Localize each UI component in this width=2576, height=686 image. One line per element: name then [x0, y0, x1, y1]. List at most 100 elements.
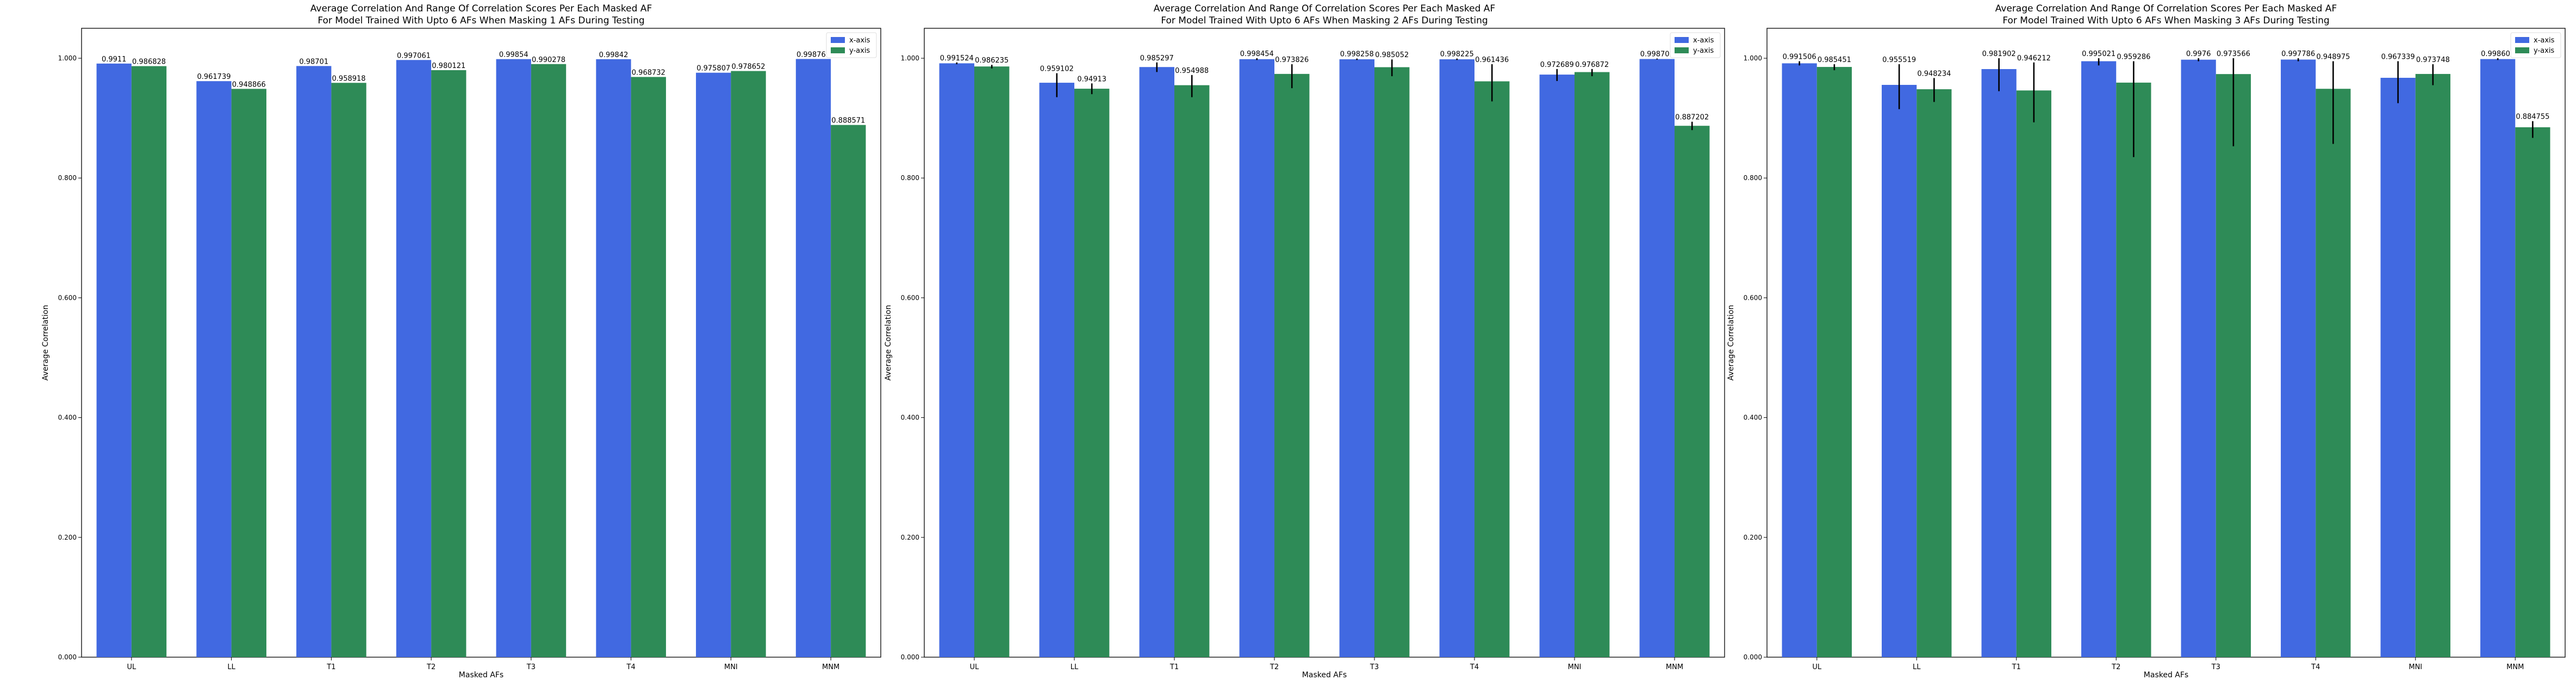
bar-y-axis	[131, 66, 167, 658]
x-axis-label: Masked AFs	[1302, 671, 1347, 679]
y-tick-label: 0.200	[58, 534, 77, 541]
data-label: 0.991524	[940, 54, 974, 63]
bar-y-axis	[2116, 82, 2151, 657]
bar-x-axis	[939, 63, 974, 658]
data-label: 0.968732	[632, 69, 665, 77]
bar-x-axis	[696, 72, 731, 657]
y-tick-label: 0.400	[1744, 414, 1762, 422]
data-label: 0.998601	[2481, 50, 2515, 58]
data-label: 0.998761	[797, 51, 830, 59]
chart-panel-1: Average Correlation And Range Of Correla…	[41, 3, 881, 679]
data-label: 0.976872	[1575, 61, 1609, 69]
data-label: 0.954988	[1175, 67, 1209, 75]
x-axis-label: Masked AFs	[2144, 671, 2188, 679]
data-label: 0.998258	[1340, 51, 1374, 59]
y-axis-label: Average Correlation	[41, 305, 50, 380]
data-label: 0.985297	[1140, 54, 1174, 63]
x-tick-label: LL	[227, 663, 235, 671]
bar-y-axis	[331, 83, 366, 657]
y-tick-label: 0.200	[901, 534, 919, 541]
data-label: 0.973748	[2416, 56, 2450, 64]
data-label: 0.94913	[1077, 75, 1106, 83]
data-label: 0.986235	[975, 57, 1009, 65]
y-tick-label: 0.400	[901, 414, 919, 422]
data-label: 0.961739	[197, 73, 231, 81]
bar-x-axis	[96, 63, 132, 658]
bar-x-axis	[1882, 85, 1917, 658]
legend-swatch-y-axis	[2515, 47, 2529, 53]
bar-y-axis	[231, 89, 266, 657]
bar-x-axis	[2480, 59, 2516, 657]
data-label: 0.888571	[831, 117, 865, 125]
bar-x-axis	[1039, 83, 1074, 658]
bar-y-axis	[1374, 67, 1410, 658]
bar-x-axis	[2181, 59, 2216, 657]
bar-y-axis	[1074, 89, 1110, 657]
bar-y-axis	[2415, 73, 2450, 657]
bar-x-axis	[496, 59, 531, 657]
chart-title: Average Correlation And Range Of Correla…	[310, 3, 652, 14]
x-tick-label: UL	[127, 663, 136, 671]
y-axis-label: Average Correlation	[1727, 305, 1735, 380]
data-label: 0.975807	[696, 65, 730, 73]
bar-x-axis	[596, 59, 631, 658]
legend-label: x-axis	[2534, 36, 2555, 45]
data-label: 0.973566	[2217, 50, 2250, 58]
y-tick-label: 0.600	[1744, 294, 1762, 301]
bar-x-axis	[1139, 67, 1174, 658]
data-label: 0.959102	[1040, 65, 1074, 73]
chart-subtitle: For Model Trained With Upto 6 AFs When M…	[2002, 15, 2329, 26]
bar-x-axis	[795, 59, 831, 657]
legend-swatch-x-axis	[1675, 37, 1689, 43]
x-tick-label: UL	[970, 663, 980, 671]
chart-subtitle: For Model Trained With Upto 6 AFs When M…	[318, 15, 644, 26]
plot-frame	[924, 28, 1725, 658]
y-axis-label: Average Correlation	[884, 305, 893, 380]
legend-label: y-axis	[849, 47, 870, 55]
bar-x-axis	[2281, 59, 2316, 658]
x-tick-label: T3	[1370, 663, 1379, 671]
y-tick-label: 0.600	[58, 294, 77, 301]
y-tick-label: 0.800	[901, 174, 919, 182]
data-label: 0.986828	[132, 58, 166, 66]
bar-y-axis	[1174, 85, 1210, 658]
y-tick-label: 0.200	[1744, 534, 1762, 541]
legend-label: x-axis	[849, 36, 870, 45]
legend-swatch-x-axis	[2515, 37, 2529, 43]
bar-y-axis	[2316, 89, 2351, 657]
x-tick-label: MNM	[1666, 663, 1683, 671]
x-axis-label: Masked AFs	[459, 671, 503, 679]
data-label: 0.980121	[432, 62, 465, 70]
x-tick-label: T2	[2111, 663, 2120, 671]
legend-swatch-y-axis	[831, 47, 845, 53]
data-label: 0.997061	[397, 52, 431, 60]
x-tick-label: T3	[2211, 663, 2220, 671]
x-tick-label: T2	[1270, 663, 1279, 671]
bar-x-axis	[1981, 69, 2017, 657]
data-label: 0.961436	[1475, 56, 1509, 64]
chart-panel-3: Average Correlation And Range Of Correla…	[1727, 3, 2566, 679]
y-tick-label: 0.800	[58, 174, 77, 182]
chart-subtitle: For Model Trained With Upto 6 AFs When M…	[1161, 15, 1488, 26]
x-tick-label: MNM	[822, 663, 839, 671]
data-label: 0.978652	[732, 63, 766, 71]
bar-y-axis	[831, 125, 866, 657]
y-tick-label: 0.800	[1744, 174, 1762, 182]
data-label: 0.998707	[1640, 51, 1674, 59]
x-tick-label: MNM	[2506, 663, 2524, 671]
y-tick-label: 1.000	[1744, 54, 1762, 62]
data-label: 0.887202	[1675, 114, 1709, 122]
chart-panel-2: Average Correlation And Range Of Correla…	[884, 3, 1725, 679]
data-label: 0.948866	[232, 81, 266, 89]
legend-label: y-axis	[1693, 47, 1714, 55]
data-label: 0.998454	[1240, 50, 1274, 58]
y-tick-label: 1.000	[58, 54, 77, 62]
data-label: 0.884755	[2516, 113, 2549, 121]
y-tick-label: 1.000	[901, 54, 919, 62]
bar-x-axis	[296, 66, 332, 657]
bar-y-axis	[2216, 74, 2251, 658]
data-label: 0.967339	[2381, 53, 2415, 61]
data-label: 0.959286	[2117, 53, 2150, 61]
y-tick-label: 0.000	[1744, 653, 1762, 661]
data-label: 0.981902	[1982, 50, 2016, 58]
